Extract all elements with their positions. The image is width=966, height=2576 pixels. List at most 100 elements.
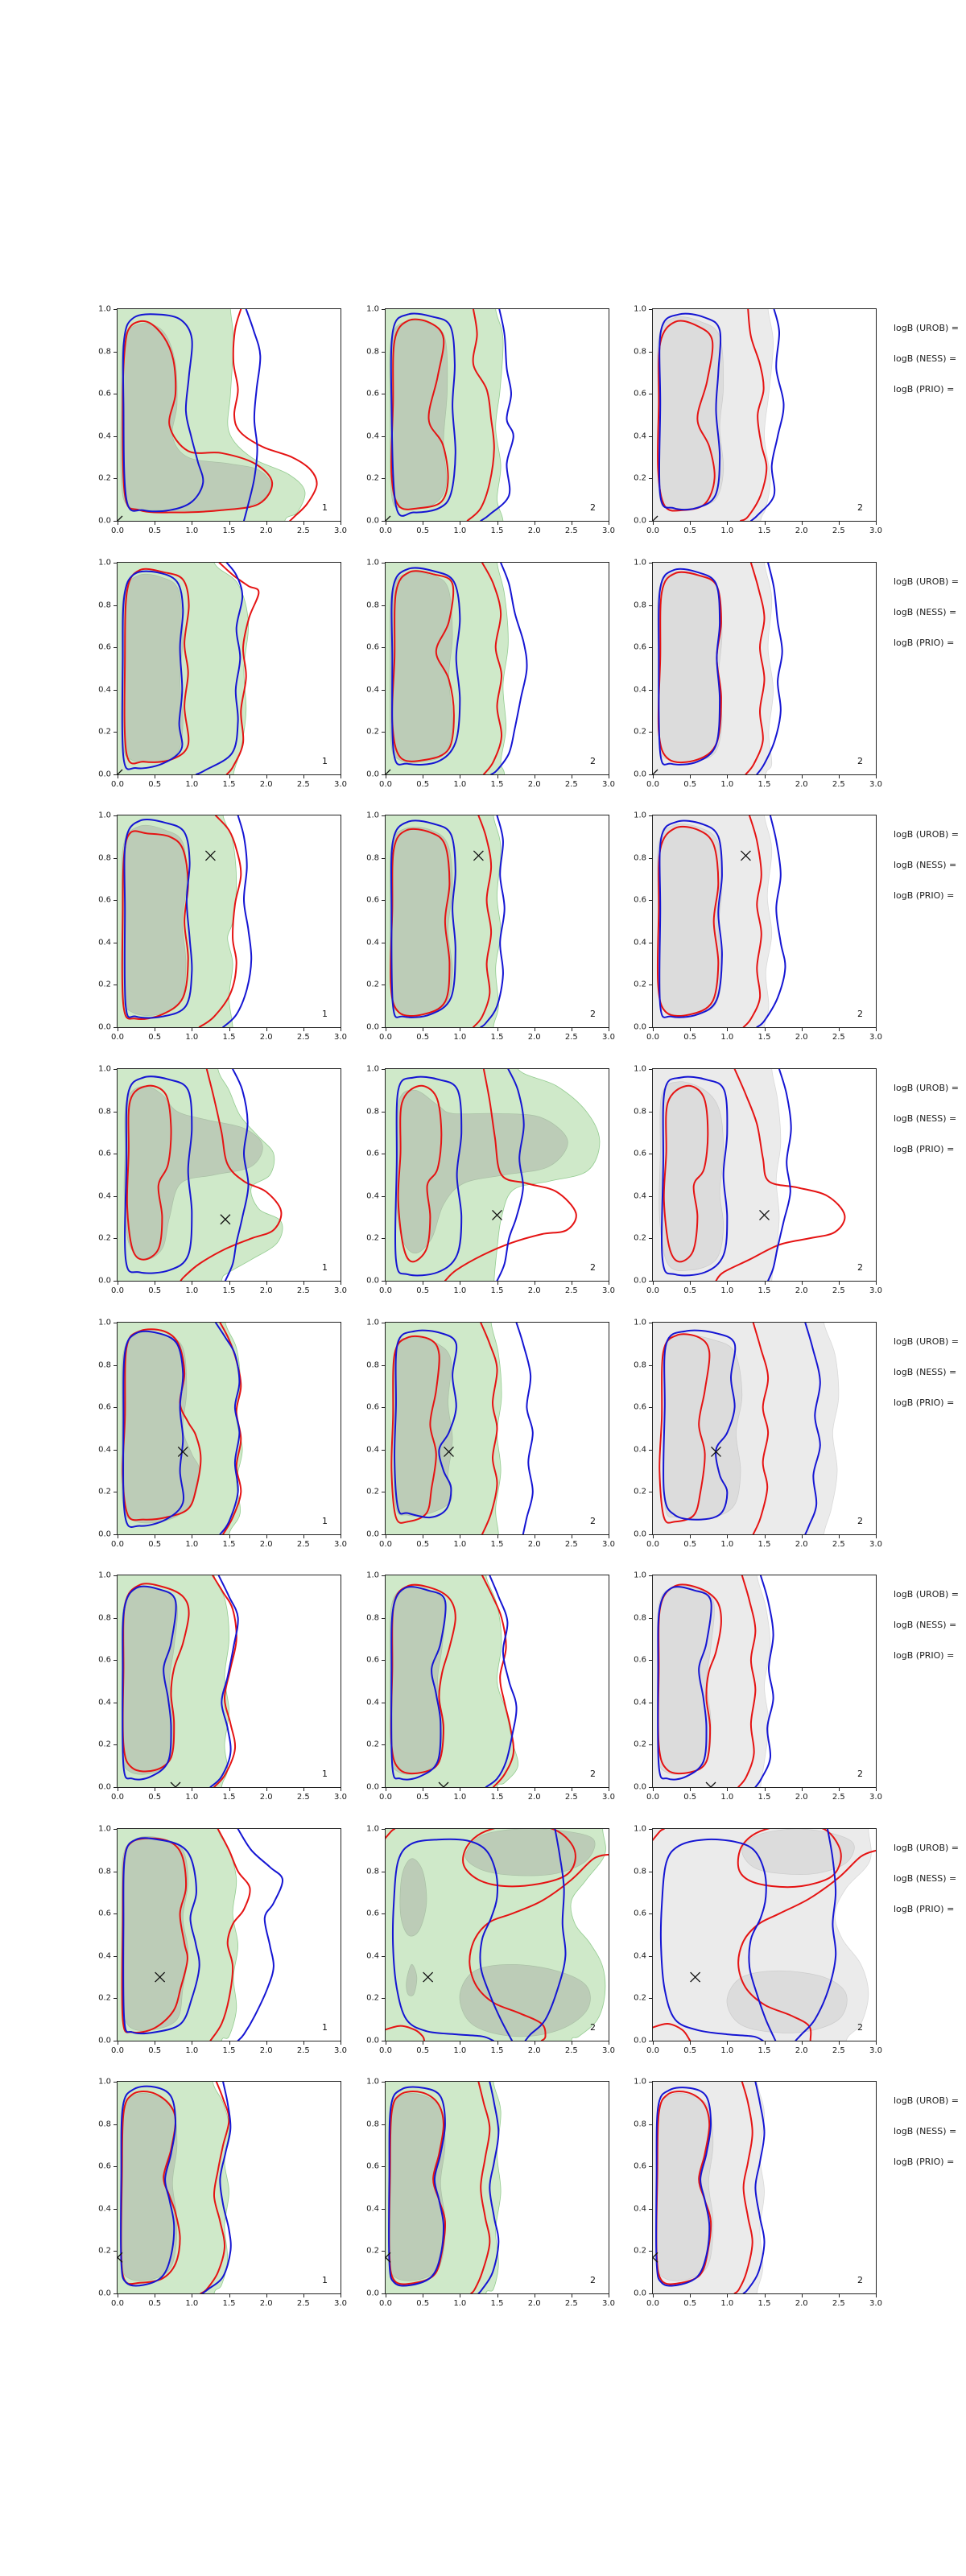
y-tick [382,2124,385,2125]
y-tick [114,732,117,733]
contour-plot-r8c3: 2 [652,2081,877,2294]
x-marker-icon [386,2252,391,2263]
y-tick [649,2208,652,2210]
x-tick [801,1282,803,1285]
x-tick-label: 1.5 [222,2046,236,2055]
y-tick-label: 0.0 [366,1276,379,1286]
x-tick-label: 2.5 [564,780,578,789]
x-tick-label: 2.0 [259,526,273,535]
y-tick [382,900,385,902]
contour-canvas [118,563,260,774]
x-tick-label: 0.0 [111,2299,124,2308]
y-tick-label: 0.2 [366,1740,379,1749]
x-tick-label: 1.0 [453,780,467,789]
y-tick-label: 0.6 [98,389,111,398]
x-tick-label: 0.0 [646,2046,659,2055]
contour-plot-r5c1: 1 [117,1322,341,1535]
y-tick-label: 1.0 [366,1824,379,1834]
y-tick [382,1449,385,1451]
x-tick-label: 0.5 [416,1033,430,1042]
x-tick-label: 1.5 [490,1286,504,1295]
y-tick [114,1069,117,1070]
y-tick [382,563,385,564]
y-tick-label: 0.4 [634,1191,646,1201]
y-tick-label: 0.4 [98,1191,111,1201]
x-marker-icon [220,1214,231,1225]
x-tick [229,1535,230,1538]
x-tick [727,522,729,525]
side-label-row1-urob: logB (UROB) = [894,323,960,333]
y-tick-label: 0.8 [98,347,111,357]
x-tick [727,1028,729,1031]
y-tick [649,857,652,859]
y-tick [114,563,117,564]
y-tick-label: 0.6 [634,1402,646,1412]
y-tick-label: 0.8 [634,853,646,863]
y-tick [114,1660,117,1662]
contour-canvas [118,1575,239,1787]
x-tick-label: 1.5 [222,526,236,535]
y-tick-label: 0.2 [634,980,646,989]
x-marker-icon [170,1781,181,1787]
y-tick [649,436,652,437]
y-tick-label: 1.0 [366,304,379,314]
x-tick-label: 1.0 [185,1793,199,1802]
y-tick-label: 0.6 [634,1909,646,1918]
x-tick [690,2294,691,2297]
y-tick-label: 0.0 [98,1530,111,1539]
y-tick [114,521,117,522]
x-tick-label: 0.0 [646,780,659,789]
y-tick [649,2251,652,2252]
x-tick [653,2294,654,2297]
side-label-row5-ness: logB (NESS) = [894,1367,957,1377]
x-tick-label: 3.0 [602,1033,615,1042]
y-tick [114,309,117,310]
x-tick [653,1535,654,1538]
panel-corner-label: 2 [857,502,863,513]
panel-corner-label: 2 [857,2022,863,2033]
x-tick [876,775,877,778]
x-tick [764,2294,766,2297]
y-tick [382,1069,385,1070]
y-tick-label: 0.2 [98,2246,111,2256]
x-tick-label: 3.0 [869,2299,882,2308]
x-tick-label: 1.0 [720,780,734,789]
x-tick-label: 1.0 [453,2299,467,2308]
x-tick-label: 0.0 [111,1033,124,1042]
contour-plot-r4c1: 1 [117,1068,341,1282]
x-tick-label: 1.5 [490,2046,504,2055]
y-tick-label: 0.6 [98,1402,111,1412]
y-tick-label: 0.4 [634,1951,646,1961]
x-tick-label: 2.0 [527,1793,541,1802]
y-tick-label: 0.4 [366,938,379,947]
y-tick-label: 0.0 [98,2036,111,2046]
y-tick [114,2251,117,2252]
y-tick-label: 1.0 [634,1571,646,1580]
x-tick-label: 2.0 [259,1793,273,1802]
x-tick-label: 0.5 [416,526,430,535]
y-tick-label: 0.2 [98,1233,111,1243]
y-tick-label: 0.2 [366,1233,379,1243]
y-tick-label: 1.0 [634,304,646,314]
y-tick [649,563,652,564]
panel-corner-label: 2 [857,1009,863,1019]
contour-canvas [653,1069,846,1281]
contour-plot-r6c1: 1 [117,1575,341,1788]
x-tick-label: 3.0 [602,1540,615,1549]
y-tick [382,1111,385,1113]
x-tick-label: 0.0 [379,1540,392,1549]
y-tick-label: 0.8 [366,853,379,863]
side-label-row3-urob: logB (UROB) = [894,829,960,840]
x-tick-label: 2.5 [296,2046,310,2055]
x-tick [838,1535,840,1538]
x-tick-label: 2.0 [527,1540,541,1549]
x-tick [801,2294,803,2297]
y-tick-label: 0.6 [366,1149,379,1158]
x-marker-icon [705,1781,716,1787]
panel-corner-label: 1 [322,1516,328,1526]
x-tick-label: 0.0 [646,1033,659,1042]
y-tick [114,1955,117,1957]
x-marker-icon [177,1446,188,1457]
y-tick-label: 0.2 [634,1233,646,1243]
contour-canvas [653,1323,840,1534]
